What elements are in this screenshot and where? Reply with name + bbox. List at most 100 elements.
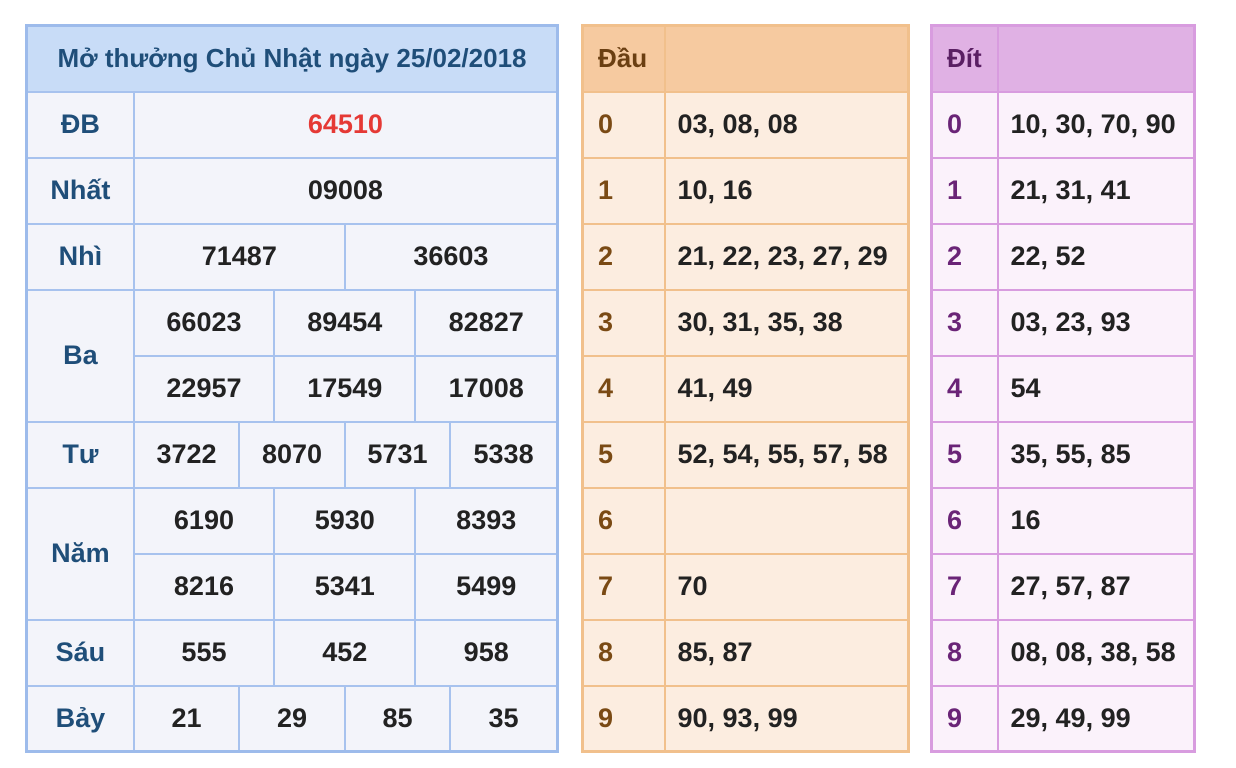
- prize-value: 89454: [273, 288, 417, 357]
- results-title: Mở thưởng Chủ Nhật ngày 25/02/2018: [25, 24, 559, 93]
- dit-row: 4 54: [930, 354, 1196, 423]
- dit-value: 03, 23, 93: [996, 288, 1196, 357]
- prize-value: 8070: [238, 420, 346, 489]
- dit-key: 9: [930, 684, 999, 753]
- prize-value: 5499: [414, 552, 559, 621]
- dit-value: 35, 55, 85: [996, 420, 1196, 489]
- dau-row: 2 21, 22, 23, 27, 29: [581, 222, 910, 291]
- dit-value: 22, 52: [996, 222, 1196, 291]
- prize-label-nam: Năm: [25, 486, 135, 621]
- dit-row: 3 03, 23, 93: [930, 288, 1196, 357]
- prize-row-bay: Bảy 21 29 85 35: [25, 684, 559, 753]
- dit-value: 27, 57, 87: [996, 552, 1196, 621]
- dau-row: 0 03, 08, 08: [581, 90, 910, 159]
- prize-value: 5930: [273, 486, 417, 555]
- dit-row: 5 35, 55, 85: [930, 420, 1196, 489]
- dit-header-blank: [996, 24, 1196, 93]
- dau-value: 52, 54, 55, 57, 58: [663, 420, 910, 489]
- prize-label-tu: Tư: [25, 420, 135, 489]
- dit-key: 0: [930, 90, 999, 159]
- dit-row: 7 27, 57, 87: [930, 552, 1196, 621]
- prize-value: 8393: [414, 486, 559, 555]
- dau-key: 3: [581, 288, 666, 357]
- dit-value: 54: [996, 354, 1196, 423]
- prize-value: 5338: [449, 420, 559, 489]
- dit-value: 10, 30, 70, 90: [996, 90, 1196, 159]
- prize-value: 555: [132, 618, 276, 687]
- dau-row: 4 41, 49: [581, 354, 910, 423]
- dau-key: 0: [581, 90, 666, 159]
- dit-row: 8 08, 08, 38, 58: [930, 618, 1196, 687]
- dau-key: 1: [581, 156, 666, 225]
- dau-value: 03, 08, 08: [663, 90, 910, 159]
- dit-row: 1 21, 31, 41: [930, 156, 1196, 225]
- dau-row: 7 70: [581, 552, 910, 621]
- dau-value: 90, 93, 99: [663, 684, 910, 753]
- prize-value: 5731: [343, 420, 452, 489]
- dau-key: 9: [581, 684, 666, 753]
- dit-row: 6 16: [930, 486, 1196, 555]
- dit-header: Đít: [930, 24, 999, 93]
- prize-row-nam: Năm 6190 5930 8393: [25, 486, 559, 621]
- dau-header-blank: [663, 24, 910, 93]
- prize-row-ba-2: 22957 17549 17008: [27, 354, 559, 423]
- prize-value: 82827: [414, 288, 559, 357]
- prize-value: 17549: [273, 354, 417, 423]
- prize-value: 09008: [132, 156, 559, 225]
- dau-key: 5: [581, 420, 666, 489]
- dau-key: 7: [581, 552, 666, 621]
- results-title-row: Mở thưởng Chủ Nhật ngày 25/02/2018: [25, 24, 559, 93]
- prize-row-nhi: Nhì 71487 36603: [25, 222, 559, 291]
- dau-row: 9 90, 93, 99: [581, 684, 910, 753]
- prize-value: 21: [132, 684, 241, 753]
- dit-header-row: Đít: [930, 24, 1196, 93]
- prize-row-ba: Ba 66023 89454 82827: [25, 288, 559, 423]
- dau-table: Đầu 0 03, 08, 08 1 10, 16 2 21, 22, 23, 27, 2…: [581, 24, 910, 753]
- prize-label-ba: Ba: [25, 288, 135, 423]
- prize-row-sau: Sáu 555 452 958: [25, 618, 559, 687]
- dit-value: 16: [996, 486, 1196, 555]
- dit-row: 2 22, 52: [930, 222, 1196, 291]
- prize-row-db: ĐB 64510: [25, 90, 559, 159]
- prize-value: 6190: [132, 486, 276, 555]
- dit-row: 9 29, 49, 99: [930, 684, 1196, 753]
- prize-value: 66023: [132, 288, 276, 357]
- dau-row: 1 10, 16: [581, 156, 910, 225]
- dau-value: 41, 49: [663, 354, 910, 423]
- prize-label-nhi: Nhì: [25, 222, 135, 291]
- prize-value: 36603: [343, 222, 559, 291]
- prize-label-sau: Sáu: [25, 618, 135, 687]
- results-table: Mở thưởng Chủ Nhật ngày 25/02/2018 ĐB 64…: [25, 24, 559, 753]
- dit-key: 1: [930, 156, 999, 225]
- dau-value: 30, 31, 35, 38: [663, 288, 910, 357]
- prize-value: 85: [343, 684, 452, 753]
- dau-value: 70: [663, 552, 910, 621]
- dau-value: 85, 87: [663, 618, 910, 687]
- dit-key: 7: [930, 552, 999, 621]
- prize-row-nhat: Nhất 09008: [25, 156, 559, 225]
- prize-label-bay: Bảy: [25, 684, 135, 753]
- dit-row: 0 10, 30, 70, 90: [930, 90, 1196, 159]
- prize-row-nam-2: 8216 5341 5499: [27, 552, 559, 621]
- special-prize-value: 64510: [132, 90, 559, 159]
- dau-key: 6: [581, 486, 666, 555]
- dit-value: 21, 31, 41: [996, 156, 1196, 225]
- dit-key: 5: [930, 420, 999, 489]
- prize-value: 5341: [273, 552, 417, 621]
- dau-key: 8: [581, 618, 666, 687]
- prize-row-tu: Tư 3722 8070 5731 5338: [25, 420, 559, 489]
- prize-value: 3722: [132, 420, 241, 489]
- dau-row: 6: [581, 486, 910, 555]
- dit-key: 8: [930, 618, 999, 687]
- dau-header: Đầu: [581, 24, 666, 93]
- dau-row: 5 52, 54, 55, 57, 58: [581, 420, 910, 489]
- dit-key: 2: [930, 222, 999, 291]
- prize-value: 17008: [414, 354, 559, 423]
- dau-row: 8 85, 87: [581, 618, 910, 687]
- dau-row: 3 30, 31, 35, 38: [581, 288, 910, 357]
- prize-value: 35: [449, 684, 559, 753]
- dau-key: 4: [581, 354, 666, 423]
- prize-value: 71487: [132, 222, 346, 291]
- dau-value: 10, 16: [663, 156, 910, 225]
- dau-value: [663, 486, 910, 555]
